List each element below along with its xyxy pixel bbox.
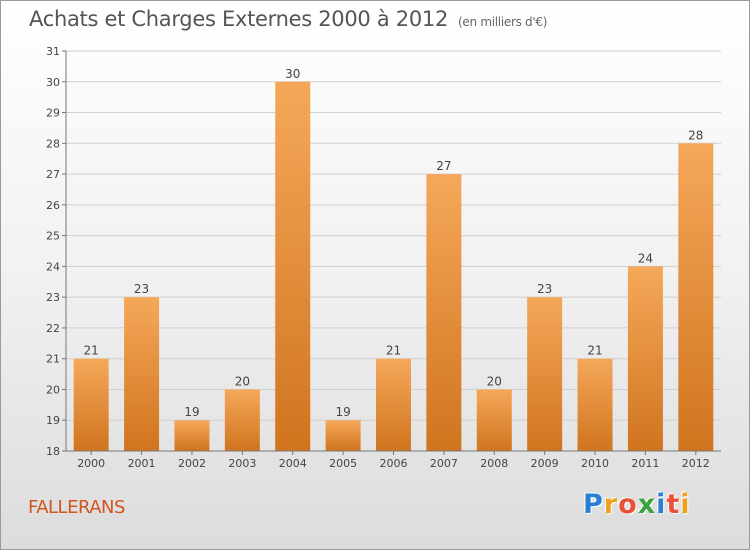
y-tick-label: 28: [46, 137, 60, 150]
data-label: 21: [84, 344, 99, 358]
x-tick-label: 2001: [128, 457, 156, 470]
bar: [426, 174, 462, 452]
x-tick-label: 2005: [329, 457, 357, 470]
y-tick-label: 24: [46, 260, 60, 273]
x-tick-label: 2000: [77, 457, 105, 470]
logo-letter: P: [583, 489, 604, 520]
y-tick-label: 20: [46, 383, 60, 396]
data-label: 21: [386, 344, 401, 358]
bar: [527, 297, 563, 451]
data-label: 20: [487, 374, 502, 388]
bars: 21 23 19 20 30 19 21 27 20 23 21 24 28: [73, 67, 714, 452]
y-tick-label: 19: [46, 414, 60, 427]
bar: [476, 389, 512, 451]
y-tick-label: 29: [46, 107, 60, 120]
logo-letter: t: [666, 489, 681, 520]
logo-letter: o: [618, 489, 638, 520]
axes: 18 19 20 21 22 23 24 25 26 27 28 29 30 31 2000 2001 2002…: [46, 45, 721, 470]
x-tick-label: 2006: [380, 457, 408, 470]
logo-letter: x: [637, 489, 657, 520]
data-label: 23: [537, 282, 552, 296]
bar: [174, 420, 210, 451]
chart-title-text: Achats et Charges Externes 2000 à 2012: [29, 7, 449, 31]
place-name: FALLERANS: [28, 497, 125, 518]
bar: [627, 266, 663, 451]
y-tick-label: 18: [46, 445, 60, 458]
y-tick-label: 22: [46, 322, 60, 335]
x-tick-label: 2002: [178, 457, 206, 470]
logo-letter: i: [680, 489, 691, 520]
x-tick-label: 2012: [682, 457, 710, 470]
bar: [678, 143, 714, 452]
chart-title: Achats et Charges Externes 2000 à 2012 (e…: [29, 7, 547, 31]
y-tick-label: 30: [46, 76, 60, 89]
data-label: 21: [587, 344, 602, 358]
bar: [224, 389, 260, 451]
logo-letter: i: [656, 489, 667, 520]
y-tick-label: 27: [46, 168, 60, 181]
y-tick-label: 31: [46, 45, 60, 58]
x-tick-label: 2007: [430, 457, 458, 470]
data-label: 27: [436, 159, 451, 173]
bar: [124, 297, 160, 451]
data-label: 24: [638, 251, 653, 265]
bar: [73, 358, 109, 451]
x-tick-label: 2003: [228, 457, 256, 470]
bar: [376, 358, 411, 451]
x-tick-label: 2004: [279, 457, 307, 470]
x-tick-label: 2011: [631, 457, 659, 470]
y-tick-label: 25: [46, 230, 60, 243]
data-label: 20: [235, 374, 250, 388]
x-tick-label: 2010: [581, 457, 609, 470]
logo-letter: r: [603, 489, 619, 520]
y-tick-label: 23: [46, 291, 60, 304]
data-label: 30: [285, 67, 300, 81]
bar: [577, 358, 613, 451]
y-tick-label: 26: [46, 199, 60, 212]
data-label: 19: [184, 405, 199, 419]
chart-subtitle: (en milliers d'€): [458, 15, 548, 29]
y-tick-label: 21: [46, 353, 60, 366]
bar: [325, 420, 361, 451]
proxiti-logo: Proxiti: [583, 489, 691, 520]
x-tick-label: 2008: [480, 457, 508, 470]
data-label: 19: [335, 405, 350, 419]
data-label: 28: [688, 128, 703, 142]
bar: [275, 81, 311, 452]
x-tick-label: 2009: [531, 457, 559, 470]
data-label: 23: [134, 282, 149, 296]
